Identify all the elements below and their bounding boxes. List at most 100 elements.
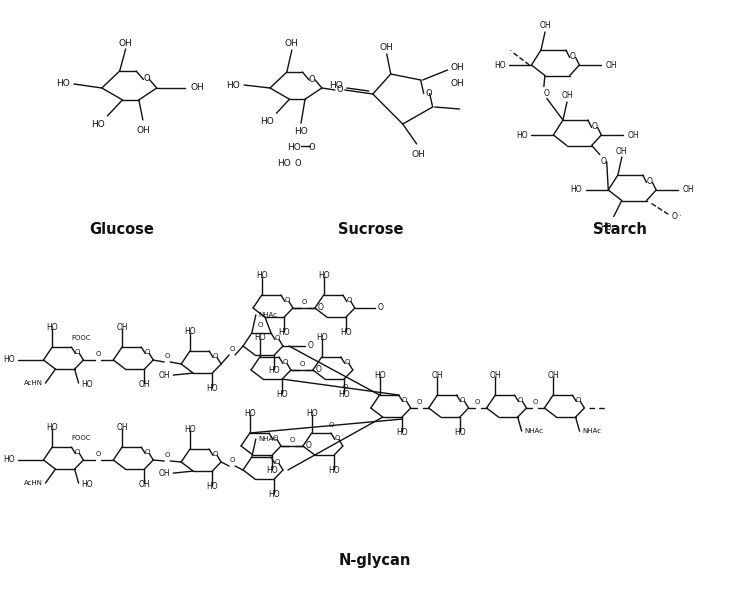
Text: O: O (475, 399, 480, 405)
Text: O: O (282, 359, 288, 365)
Text: HO: HO (318, 271, 329, 280)
Text: OH: OH (138, 480, 150, 489)
Text: O: O (230, 346, 235, 352)
Text: O: O (308, 342, 314, 350)
Text: O: O (460, 398, 465, 404)
Text: O: O (257, 322, 263, 328)
Text: HO: HO (306, 409, 317, 418)
Text: Sucrose: Sucrose (338, 222, 403, 238)
Text: HO: HO (374, 371, 385, 380)
Text: O: O (165, 452, 170, 458)
Text: O: O (343, 384, 348, 390)
Text: HO: HO (3, 456, 14, 465)
Text: OH: OH (136, 126, 150, 135)
Text: O: O (306, 441, 312, 450)
Text: O: O (533, 399, 538, 405)
Text: HO: HO (184, 425, 196, 434)
Text: OH: OH (159, 469, 171, 478)
Text: Starch: Starch (593, 222, 647, 238)
Text: FOOC: FOOC (71, 435, 91, 441)
Text: O: O (275, 459, 280, 466)
Text: O: O (337, 86, 343, 95)
Text: OH: OH (380, 44, 393, 53)
Text: HO: HO (82, 480, 94, 489)
Text: HO: HO (46, 423, 58, 432)
Text: O: O (576, 398, 581, 404)
Text: OH: OH (561, 92, 573, 100)
Text: FOOC: FOOC (71, 335, 91, 341)
Text: OH: OH (432, 371, 444, 380)
Text: O: O (334, 436, 340, 441)
Text: HO: HO (340, 328, 352, 337)
Text: O: O (144, 450, 150, 456)
Text: O: O (212, 353, 218, 359)
Text: HO: HO (329, 82, 343, 90)
Text: O: O (230, 457, 235, 463)
Text: NHAc: NHAc (259, 436, 278, 442)
Text: O: O (592, 122, 598, 131)
Text: O: O (316, 365, 322, 375)
Text: AcHN: AcHN (23, 480, 43, 486)
Text: ·: · (509, 46, 512, 56)
Text: O: O (295, 158, 301, 167)
Text: O: O (570, 52, 575, 61)
Text: HO: HO (227, 80, 240, 89)
Text: O: O (289, 437, 295, 443)
Text: NHAc: NHAc (583, 428, 601, 434)
Text: HO: HO (494, 60, 506, 70)
Text: O: O (272, 436, 278, 441)
Text: O: O (96, 351, 101, 357)
Text: O: O (75, 450, 80, 456)
Text: OH: OH (285, 40, 298, 48)
Text: O: O (299, 361, 304, 367)
Text: HO: HO (256, 271, 268, 280)
Text: HO: HO (206, 384, 218, 393)
Text: O: O (601, 157, 607, 166)
Text: NHAc: NHAc (524, 428, 544, 434)
Text: HO: HO (269, 366, 280, 375)
Text: OH: OH (450, 80, 465, 89)
Text: HO: HO (278, 158, 291, 167)
Text: OH: OH (138, 380, 150, 389)
Text: O··: O·· (672, 212, 682, 221)
Text: OH: OH (116, 423, 128, 432)
Text: HO: HO (396, 428, 408, 437)
Text: HO: HO (82, 380, 94, 389)
Text: O: O (518, 398, 523, 404)
Text: OH: OH (628, 131, 639, 139)
Text: OH: OH (159, 371, 171, 379)
Text: HO: HO (328, 466, 340, 475)
Text: OH: OH (450, 63, 465, 73)
Text: HO: HO (91, 120, 105, 129)
Text: O: O (378, 304, 384, 313)
Text: OH: OH (548, 371, 559, 380)
Text: O: O (344, 359, 349, 365)
Text: HO: HO (278, 328, 290, 337)
Text: HO: HO (260, 117, 274, 126)
Text: HO: HO (56, 80, 70, 89)
Text: O: O (318, 304, 324, 313)
Text: HO: HO (46, 323, 58, 332)
Text: HO: HO (571, 186, 583, 194)
Text: AcHN: AcHN (23, 380, 43, 386)
Text: HO: HO (338, 390, 350, 399)
Text: O: O (402, 398, 408, 404)
Text: OH: OH (119, 38, 132, 47)
Text: HO: HO (244, 409, 256, 418)
Text: Glucose: Glucose (89, 222, 154, 238)
Text: O: O (165, 353, 170, 359)
Text: HO: HO (3, 356, 14, 365)
Text: HO: HO (454, 428, 465, 437)
Text: O: O (75, 349, 80, 356)
Text: NHAc: NHAc (259, 312, 278, 318)
Text: HO: HO (516, 131, 527, 139)
Text: HO: HO (294, 127, 308, 136)
Text: OH: OH (116, 323, 128, 332)
Text: O: O (284, 297, 289, 304)
Text: O: O (309, 144, 315, 152)
Text: HO: HO (287, 144, 301, 152)
Text: O: O (646, 177, 652, 186)
Text: HO: HO (600, 222, 612, 232)
Text: OH: OH (489, 371, 501, 380)
Text: HO: HO (316, 333, 328, 342)
